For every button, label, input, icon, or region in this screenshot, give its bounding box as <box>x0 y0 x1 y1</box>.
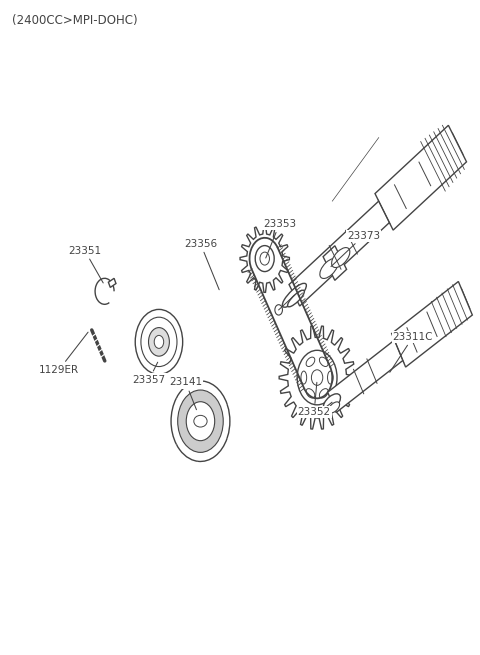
Ellipse shape <box>301 371 307 384</box>
Circle shape <box>312 370 323 385</box>
Ellipse shape <box>324 394 340 411</box>
Circle shape <box>148 328 169 356</box>
Polygon shape <box>323 246 347 280</box>
Text: 23141: 23141 <box>169 377 202 409</box>
Circle shape <box>314 409 321 418</box>
Polygon shape <box>328 288 469 413</box>
Text: 23311C: 23311C <box>390 332 433 372</box>
Circle shape <box>141 317 177 367</box>
Ellipse shape <box>332 248 350 267</box>
Ellipse shape <box>282 284 306 307</box>
Text: 23356: 23356 <box>184 238 219 290</box>
Text: 23352: 23352 <box>298 383 331 417</box>
Circle shape <box>154 335 164 348</box>
Circle shape <box>260 252 269 265</box>
Text: 23351: 23351 <box>68 246 103 283</box>
Polygon shape <box>375 125 467 230</box>
Polygon shape <box>392 282 472 367</box>
Ellipse shape <box>328 402 340 413</box>
Circle shape <box>297 350 337 405</box>
Text: 23353: 23353 <box>263 219 296 258</box>
Text: 1129ER: 1129ER <box>39 332 88 375</box>
Circle shape <box>135 309 183 375</box>
Ellipse shape <box>319 357 328 367</box>
Text: 23373: 23373 <box>331 231 380 267</box>
Ellipse shape <box>194 415 207 427</box>
Ellipse shape <box>320 259 338 278</box>
Ellipse shape <box>327 371 333 384</box>
Circle shape <box>275 305 282 315</box>
Circle shape <box>171 381 230 462</box>
Circle shape <box>255 246 274 272</box>
Polygon shape <box>279 326 355 429</box>
Polygon shape <box>108 278 116 288</box>
Text: 23321: 23321 <box>0 654 1 655</box>
Polygon shape <box>240 225 289 292</box>
Text: (2400CC>MPI-DOHC): (2400CC>MPI-DOHC) <box>12 14 138 27</box>
Circle shape <box>186 402 215 441</box>
Polygon shape <box>289 133 463 306</box>
Ellipse shape <box>306 357 315 367</box>
Ellipse shape <box>306 388 315 398</box>
Ellipse shape <box>319 388 328 398</box>
Ellipse shape <box>288 290 304 307</box>
Text: 23357: 23357 <box>132 362 166 384</box>
Circle shape <box>178 390 223 453</box>
